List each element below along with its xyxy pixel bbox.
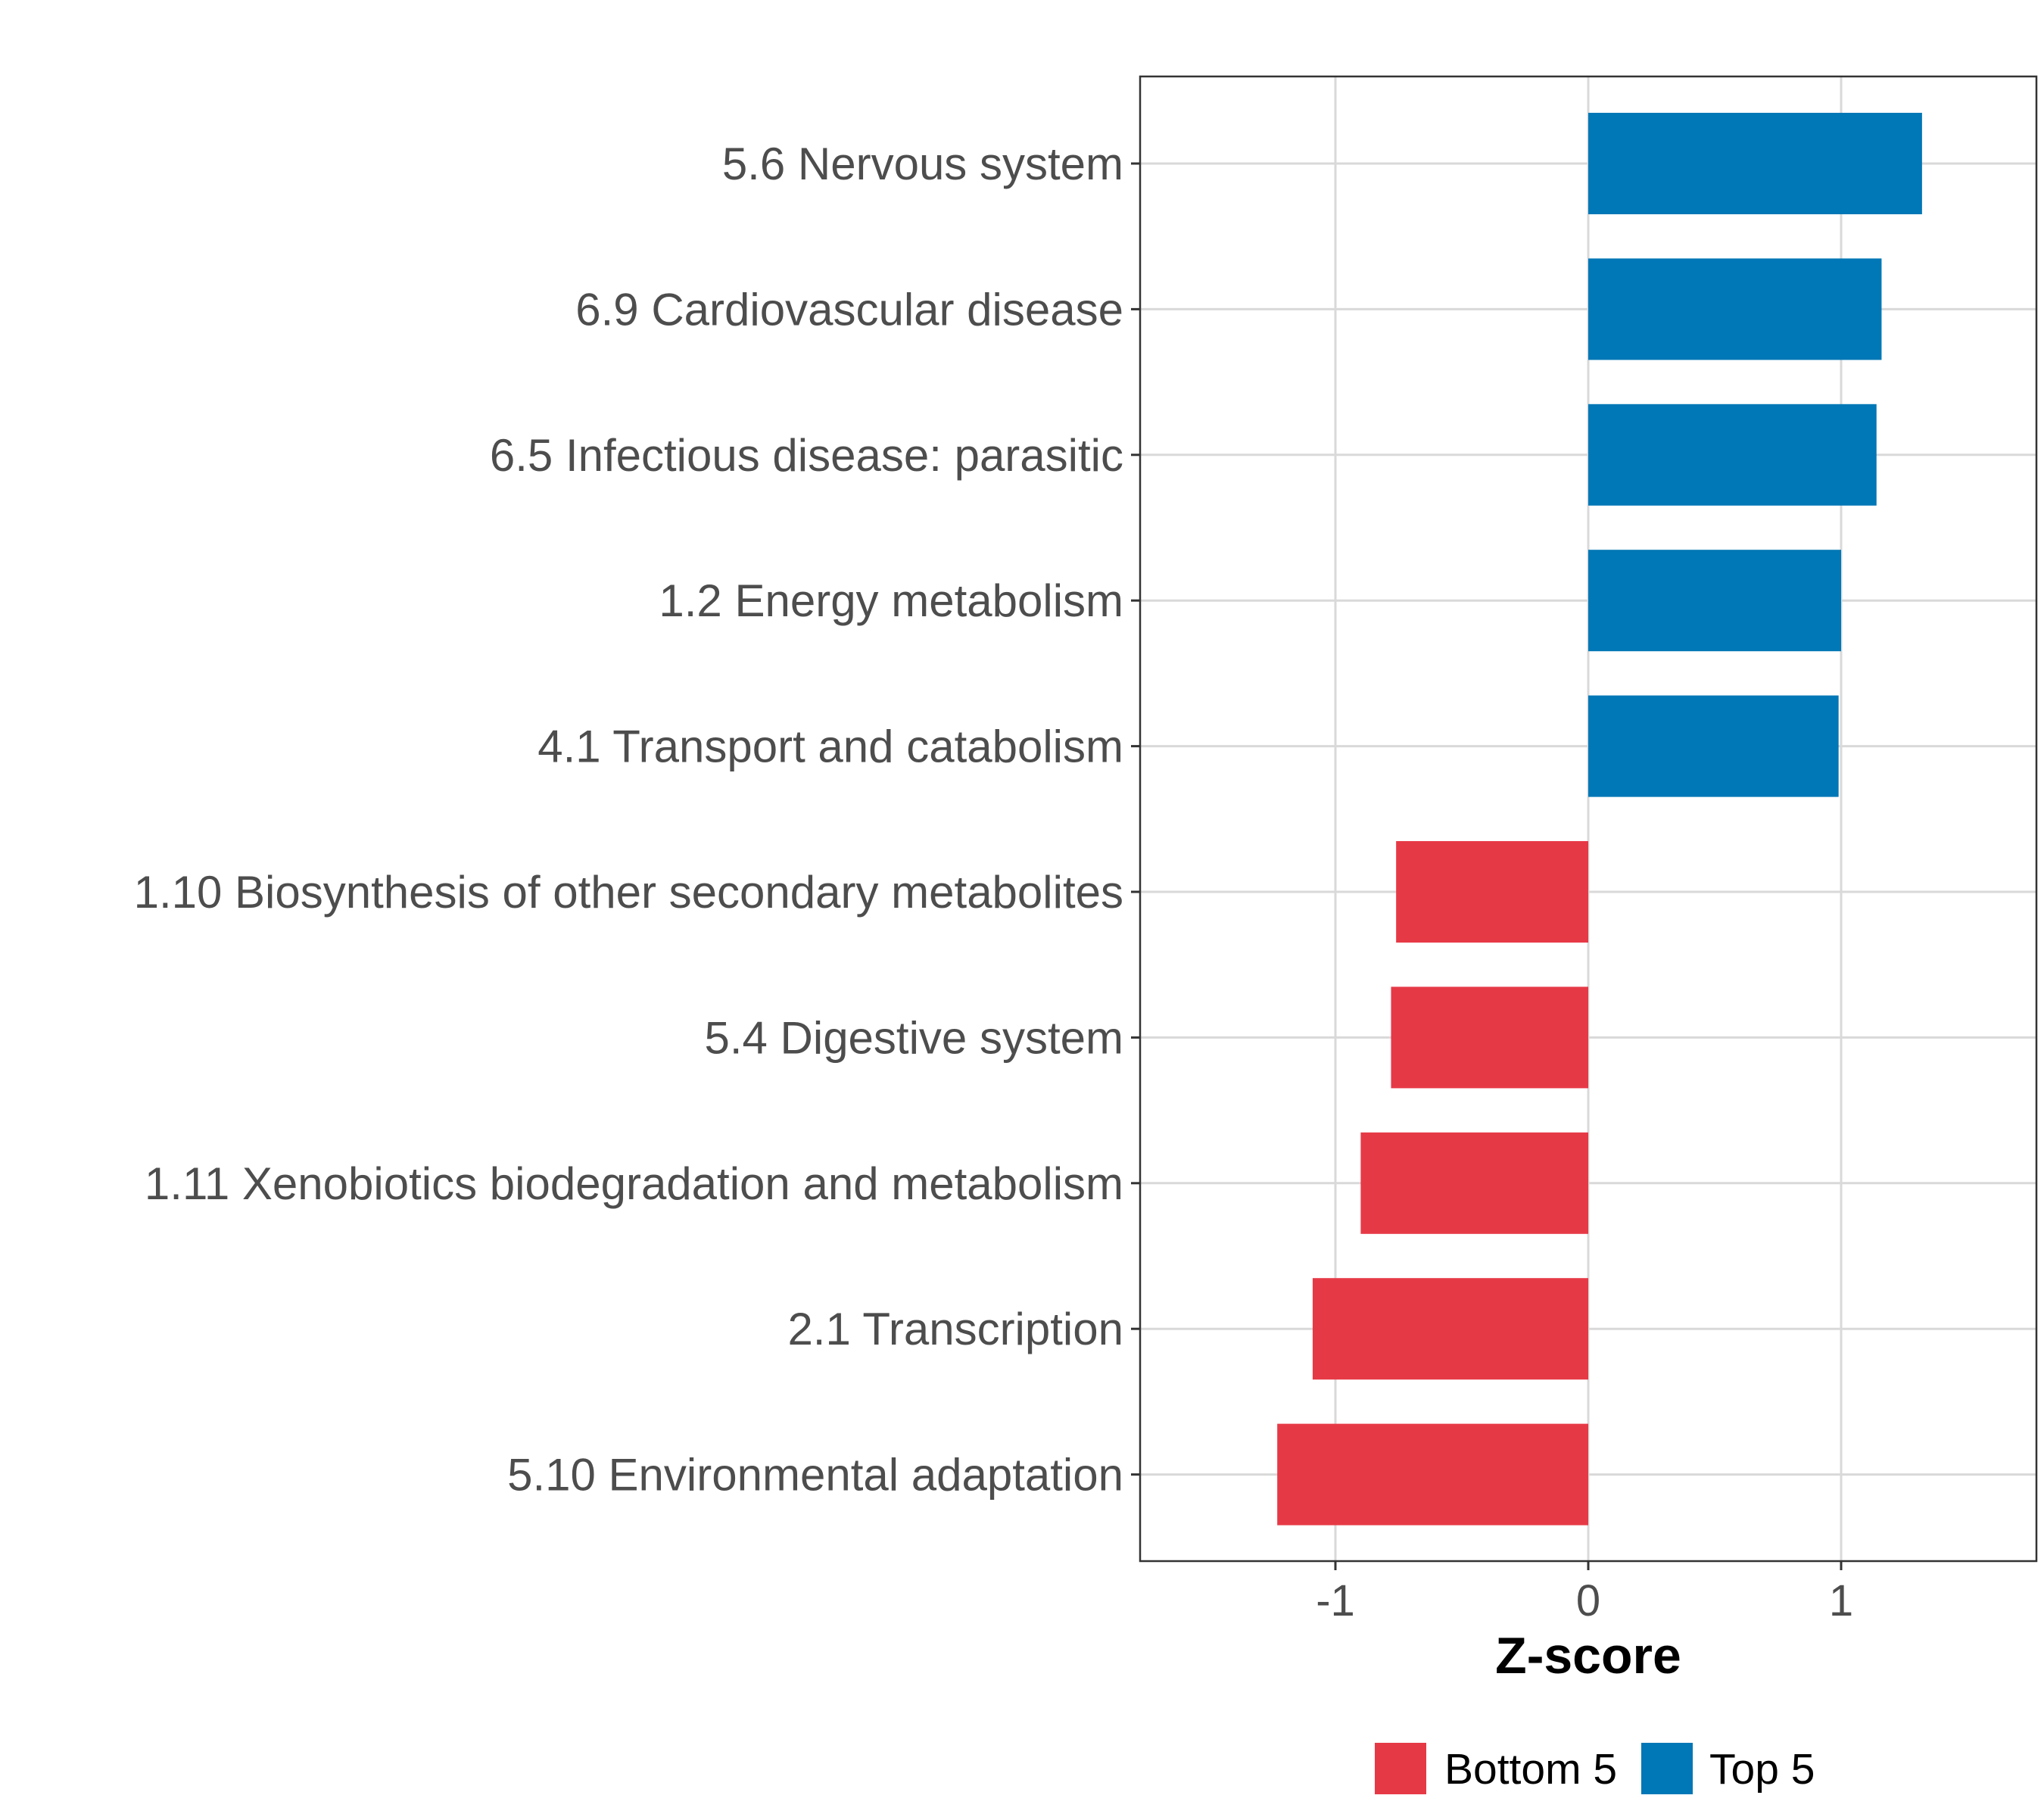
legend-swatch (1375, 1743, 1426, 1794)
bar (1588, 113, 1922, 214)
x-axis: -1 0 1 (1316, 1561, 1853, 1625)
legend-swatch (1641, 1743, 1693, 1794)
category-label: 6.5 Infectious disease: parasitic (490, 430, 1123, 481)
category-label: 5.10 Environmental adaptation (507, 1450, 1123, 1501)
y-axis: 5.6 Nervous system 6.9 Cardiovascular dis… (134, 139, 1140, 1501)
x-tick-label: 0 (1576, 1576, 1600, 1625)
bar (1588, 695, 1839, 797)
category-label: 5.6 Nervous system (722, 139, 1123, 189)
category-label: 5.4 Digestive system (704, 1012, 1123, 1063)
bar (1360, 1132, 1588, 1234)
x-axis-title: Z-score (1495, 1627, 1681, 1685)
bar (1588, 404, 1877, 506)
category-label: 1.11 Xenobiotics biodegradation and meta… (145, 1158, 1123, 1209)
bars (1277, 113, 1922, 1526)
category-label: 1.2 Energy metabolism (659, 575, 1123, 626)
bar (1396, 841, 1588, 943)
legend-label: Top 5 (1709, 1745, 1815, 1794)
category-label: 2.1 Transcription (787, 1304, 1123, 1354)
bar (1588, 258, 1882, 360)
x-tick-label: 1 (1829, 1576, 1853, 1625)
bar (1277, 1423, 1588, 1526)
category-label: 1.10 Biosynthesis of other secondary met… (134, 867, 1123, 918)
category-label: 4.1 Transport and catabolism (537, 722, 1123, 772)
legend-label: Bottom 5 (1444, 1745, 1617, 1794)
bar (1588, 550, 1841, 652)
x-tick-label: -1 (1316, 1576, 1355, 1625)
category-label: 6.9 Cardiovascular disease (575, 284, 1123, 335)
bar (1312, 1278, 1588, 1380)
bar (1391, 986, 1588, 1089)
legend: Bottom 5 Top 5 (1375, 1743, 1815, 1794)
